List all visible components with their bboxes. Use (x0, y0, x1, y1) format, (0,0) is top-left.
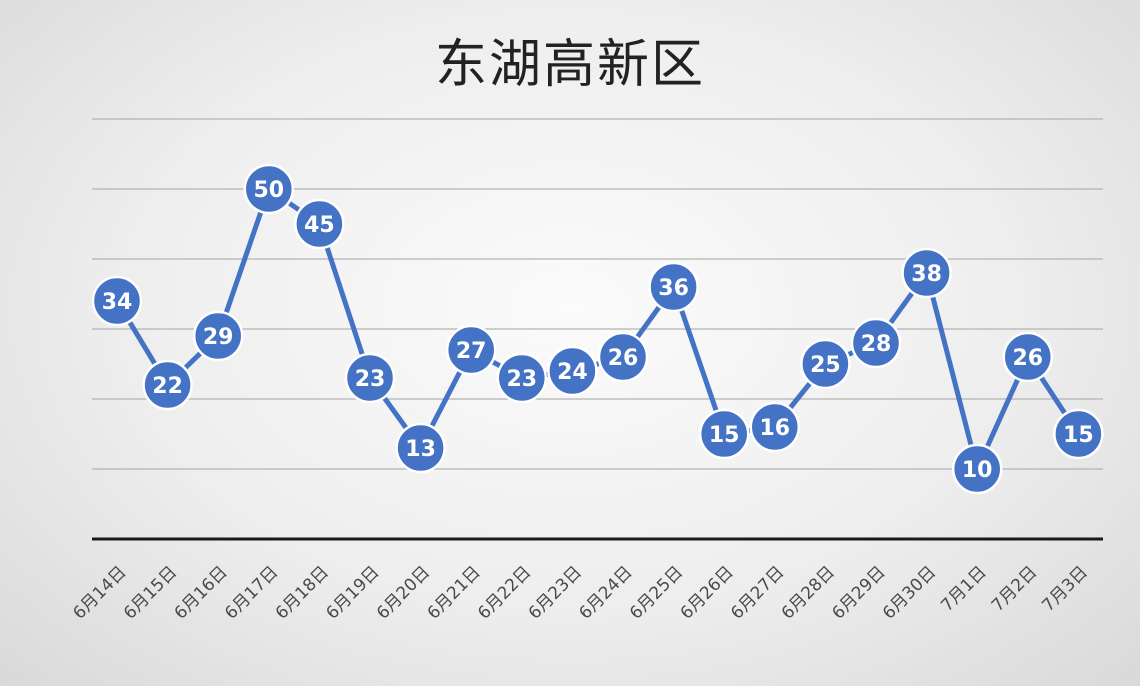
x-tick-label: 6月24日 (575, 562, 636, 623)
data-label: 15 (709, 423, 740, 448)
chart-title: 东湖高新区 (434, 35, 705, 95)
data-point (800, 338, 851, 390)
data-label: 38 (911, 262, 942, 287)
data-label: 13 (405, 437, 436, 462)
x-tick-label: 6月22日 (474, 562, 535, 623)
data-label: 25 (810, 353, 841, 378)
data-label: 34 (102, 290, 133, 315)
data-point (1002, 331, 1054, 383)
x-tick-label: 6月15日 (120, 562, 181, 623)
data-point (243, 163, 295, 215)
data-label: 15 (1063, 423, 1094, 448)
data-point (850, 317, 902, 369)
data-label: 50 (253, 178, 284, 203)
data-point (445, 324, 497, 376)
data-point (648, 261, 699, 313)
x-tick-label: 6月18日 (272, 562, 333, 623)
x-tick-label: 6月20日 (373, 562, 434, 623)
data-label: 28 (861, 332, 892, 357)
x-tick-label: 6月29日 (828, 562, 889, 623)
x-tick-label: 6月27日 (727, 562, 788, 623)
x-tick-label: 6月16日 (171, 562, 232, 623)
data-points: 34 22 29 50 45 23 13 27 23 24 26 36 15 16 25 28 38 10 26 15 (91, 163, 1104, 495)
data-point (1053, 408, 1104, 460)
data-label: 29 (203, 325, 234, 350)
x-tick-label: 7月2日 (988, 562, 1041, 615)
data-label: 22 (152, 374, 183, 399)
data-label: 23 (506, 367, 537, 392)
data-point (496, 352, 548, 404)
data-point (749, 401, 801, 453)
data-label: 24 (557, 360, 588, 385)
data-label: 36 (658, 276, 689, 301)
data-point (344, 352, 396, 404)
x-tick-label: 6月26日 (677, 562, 738, 623)
data-label: 10 (962, 458, 993, 483)
x-tick-label: 6月23日 (525, 562, 586, 623)
x-tick-label: 6月25日 (626, 562, 687, 623)
x-tick-label: 6月17日 (221, 562, 282, 623)
data-label: 26 (608, 346, 639, 371)
data-label: 27 (456, 339, 487, 364)
x-tick-label: 7月3日 (1038, 562, 1091, 615)
data-label: 26 (1012, 346, 1043, 371)
data-point (901, 247, 952, 299)
data-point (951, 443, 1003, 495)
x-tick-label: 7月1日 (937, 562, 990, 615)
data-point (395, 422, 446, 474)
data-point (192, 310, 244, 362)
x-tick-label: 6月28日 (778, 562, 839, 623)
data-point (91, 275, 143, 327)
data-point (547, 345, 598, 397)
data-point (597, 331, 649, 383)
x-tick-label: 6月21日 (424, 562, 485, 623)
data-label: 45 (304, 213, 335, 238)
x-tick-labels: 6月14日6月15日6月16日6月17日6月18日6月19日6月20日6月21日… (69, 562, 1092, 623)
data-point (142, 359, 193, 411)
data-label: 16 (759, 416, 790, 441)
data-point (294, 198, 345, 250)
x-tick-label: 6月14日 (69, 562, 130, 623)
data-label: 23 (355, 367, 386, 392)
gridlines (92, 118, 1103, 470)
x-tick-label: 6月30日 (879, 562, 940, 623)
data-point (698, 408, 750, 460)
x-tick-label: 6月19日 (322, 562, 383, 623)
